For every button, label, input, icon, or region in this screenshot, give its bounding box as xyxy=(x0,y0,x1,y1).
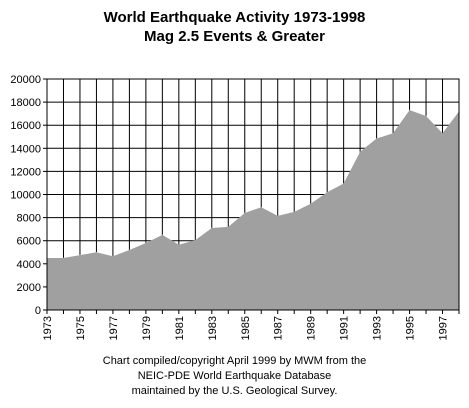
data-point-1993 xyxy=(376,137,378,139)
x-tick-label: 1987 xyxy=(273,316,285,340)
x-tick-label: 1977 xyxy=(108,316,120,340)
x-tick-label: 1979 xyxy=(141,316,153,340)
data-point-1986 xyxy=(260,206,262,208)
x-tick-label: 1989 xyxy=(306,316,318,340)
y-tick-label: 6000 xyxy=(17,236,41,248)
data-point-1974 xyxy=(62,257,64,259)
data-point-1983 xyxy=(211,227,213,229)
y-tick-label: 10000 xyxy=(10,190,41,202)
caption-line-3: maintained by the U.S. Geological Survey… xyxy=(131,385,338,397)
data-point-1987 xyxy=(277,215,279,217)
data-point-1997 xyxy=(442,132,444,134)
data-point-1996 xyxy=(425,115,427,117)
data-point-1981 xyxy=(178,244,180,246)
x-tick-label: 1975 xyxy=(75,316,87,340)
chart-title-block: World Earthquake Activity 1973-1998 Mag … xyxy=(0,8,469,46)
y-tick-label: 2000 xyxy=(17,282,41,294)
y-tick-label: 4000 xyxy=(17,259,41,271)
data-point-1985 xyxy=(244,212,246,214)
y-tick-label: 12000 xyxy=(10,166,41,178)
x-tick-label: 1973 xyxy=(42,316,54,340)
y-tick-label: 18000 xyxy=(10,97,41,109)
y-tick-label: 0 xyxy=(35,305,41,317)
data-point-1977 xyxy=(112,255,114,257)
data-point-1994 xyxy=(392,132,394,134)
data-point-1989 xyxy=(310,203,312,205)
data-point-1975 xyxy=(79,254,81,256)
x-tick-label: 1995 xyxy=(405,316,417,340)
chart-title: World Earthquake Activity 1973-1998 xyxy=(103,9,366,26)
x-tick-label: 1985 xyxy=(240,316,252,340)
chart-subtitle: Mag 2.5 Events & Greater xyxy=(144,28,325,45)
data-point-1982 xyxy=(194,239,196,241)
data-point-1991 xyxy=(343,183,345,185)
area-series xyxy=(47,110,459,310)
data-point-1980 xyxy=(161,234,163,236)
caption-line-2: NEIC-PDE World Earthquake Database xyxy=(137,370,332,382)
data-point-1995 xyxy=(409,109,411,111)
data-point-1978 xyxy=(128,249,130,251)
x-tick-label: 1981 xyxy=(174,316,186,340)
data-point-1990 xyxy=(326,191,328,193)
y-tick-label: 20000 xyxy=(10,74,41,86)
data-point-1984 xyxy=(227,226,229,228)
caption-line-1: Chart compiled/copyright April 1999 by M… xyxy=(102,355,367,367)
y-tick-label: 14000 xyxy=(10,143,41,155)
data-point-1988 xyxy=(293,211,295,213)
x-tick-label: 1983 xyxy=(207,316,219,340)
x-tick-label: 1993 xyxy=(372,316,384,340)
data-point-1979 xyxy=(145,242,147,244)
x-tick-label: 1997 xyxy=(438,316,450,340)
chart-caption: Chart compiled/copyright April 1999 by M… xyxy=(0,354,469,399)
data-point-1976 xyxy=(95,251,97,253)
y-tick-label: 8000 xyxy=(17,213,41,225)
x-tick-label: 1991 xyxy=(339,316,351,340)
data-point-1992 xyxy=(359,151,361,153)
y-tick-label: 16000 xyxy=(10,120,41,132)
